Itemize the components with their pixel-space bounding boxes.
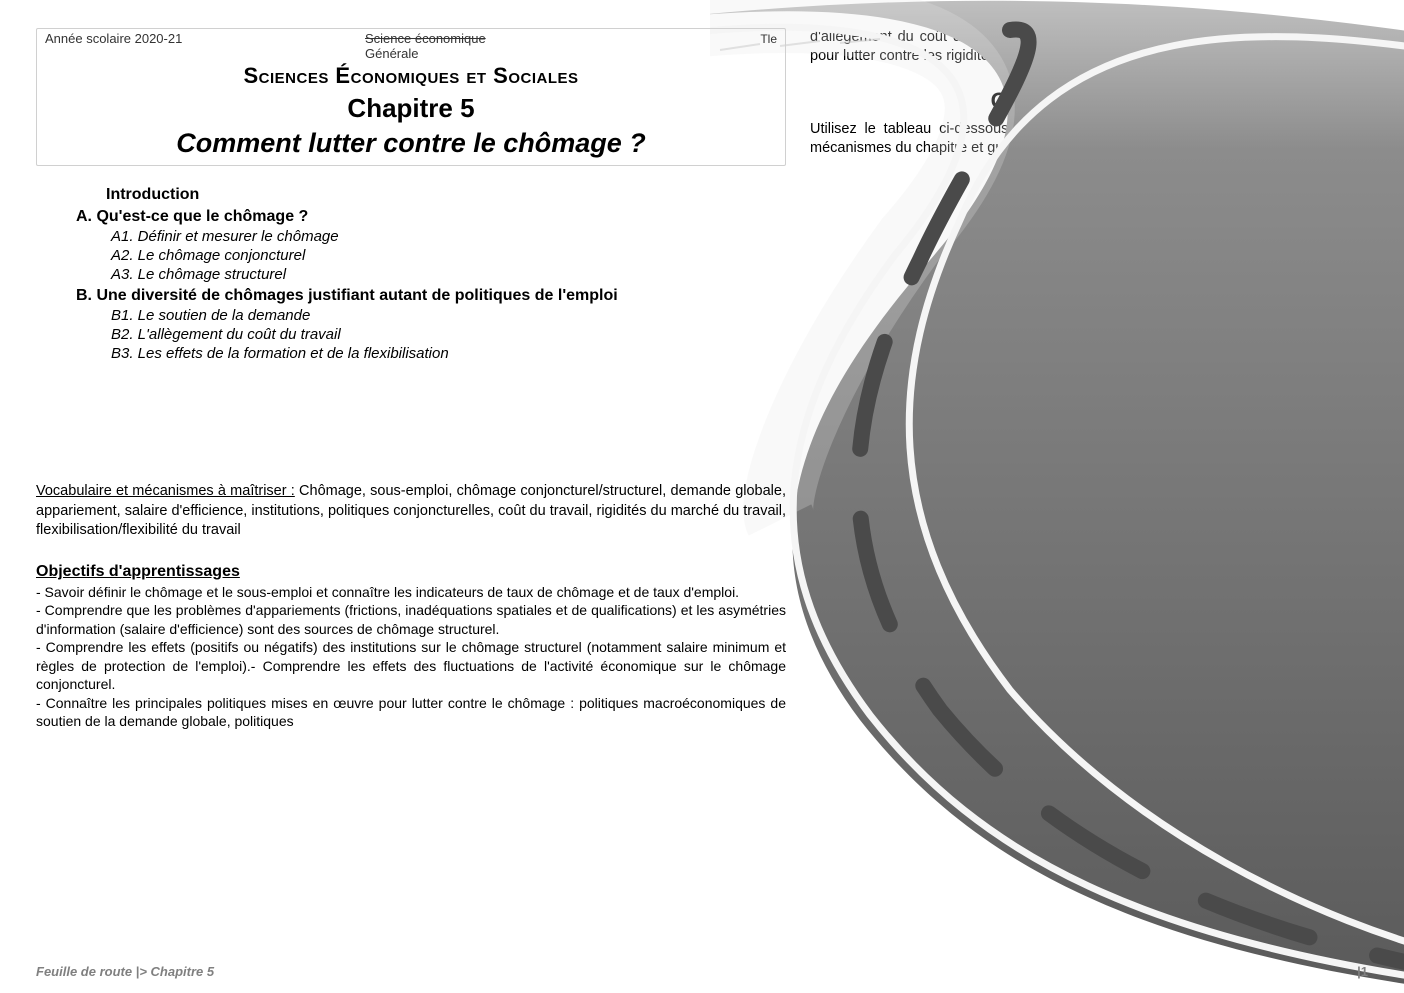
guide-title: Guide de révisions: [810, 88, 1368, 114]
meta-row: Année scolaire 2020-21 Science économiqu…: [37, 31, 785, 61]
subject-line2: Générale: [365, 46, 737, 61]
objectives-continuation: d'allégement du coût du travail, politiq…: [810, 28, 1368, 66]
heading-chapter: Chapitre 5: [37, 93, 785, 124]
footer: Feuille de route |> Chapitre 5 |1: [36, 964, 1368, 979]
outline-intro: Introduction: [106, 186, 786, 204]
outline-a2: A2. Le chômage conjoncturel: [111, 247, 786, 264]
outline-b1: B1. Le soutien de la demande: [111, 307, 786, 324]
objective-2: - Comprendre que les problèmes d'apparie…: [36, 601, 786, 638]
vocab-block: Vocabulaire et mécanismes à maîtriser : …: [36, 482, 786, 541]
outline-part-b: B. Une diversité de chômages justifiant …: [76, 287, 786, 305]
outline-part-a: A. Qu'est-ce que le chômage ?: [76, 208, 786, 226]
left-column: Année scolaire 2020-21 Science économiqu…: [36, 28, 786, 730]
objectives-block: Objectifs d'apprentissages - Savoir défi…: [36, 563, 786, 731]
objective-3: - Comprendre les effets (positifs ou nég…: [36, 638, 786, 693]
footer-page-number: |1: [1357, 964, 1368, 979]
header-box: Année scolaire 2020-21 Science économiqu…: [36, 28, 786, 166]
heading-stack: Sciences Économiques et Sociales Chapitr…: [37, 63, 785, 159]
vocab-lead: Vocabulaire et mécanismes à maîtriser :: [36, 483, 295, 499]
outline-a1: A1. Définir et mesurer le chômage: [111, 228, 786, 245]
subject: Science économique Générale: [325, 31, 737, 61]
page: Année scolaire 2020-21 Science économiqu…: [0, 0, 1404, 993]
right-column: d'allégement du coût du travail, politiq…: [800, 28, 1368, 730]
objectives-title: Objectifs d'apprentissages: [36, 563, 786, 581]
guide-subtitle: Utilisez le tableau ci-dessous afin de v…: [810, 120, 1368, 158]
outline-b2: B2. L'allègement du coût du travail: [111, 326, 786, 343]
heading-sciences: Sciences Économiques et Sociales: [37, 63, 785, 89]
outline-b3: B3. Les effets de la formation et de la …: [111, 345, 786, 362]
chapter-outline: Introduction A. Qu'est-ce que le chômage…: [36, 186, 786, 362]
heading-title: Comment lutter contre le chômage ?: [37, 128, 785, 159]
objective-1: - Savoir définir le chômage et le sous-e…: [36, 583, 786, 601]
footer-left: Feuille de route |> Chapitre 5: [36, 964, 214, 979]
school-year: Année scolaire 2020-21: [45, 31, 325, 46]
outline-a3: A3. Le chômage structurel: [111, 266, 786, 283]
level: Tle: [737, 32, 777, 46]
objective-4: - Connaître les principales politiques m…: [36, 694, 786, 731]
subject-struck: Science économique: [365, 31, 486, 46]
